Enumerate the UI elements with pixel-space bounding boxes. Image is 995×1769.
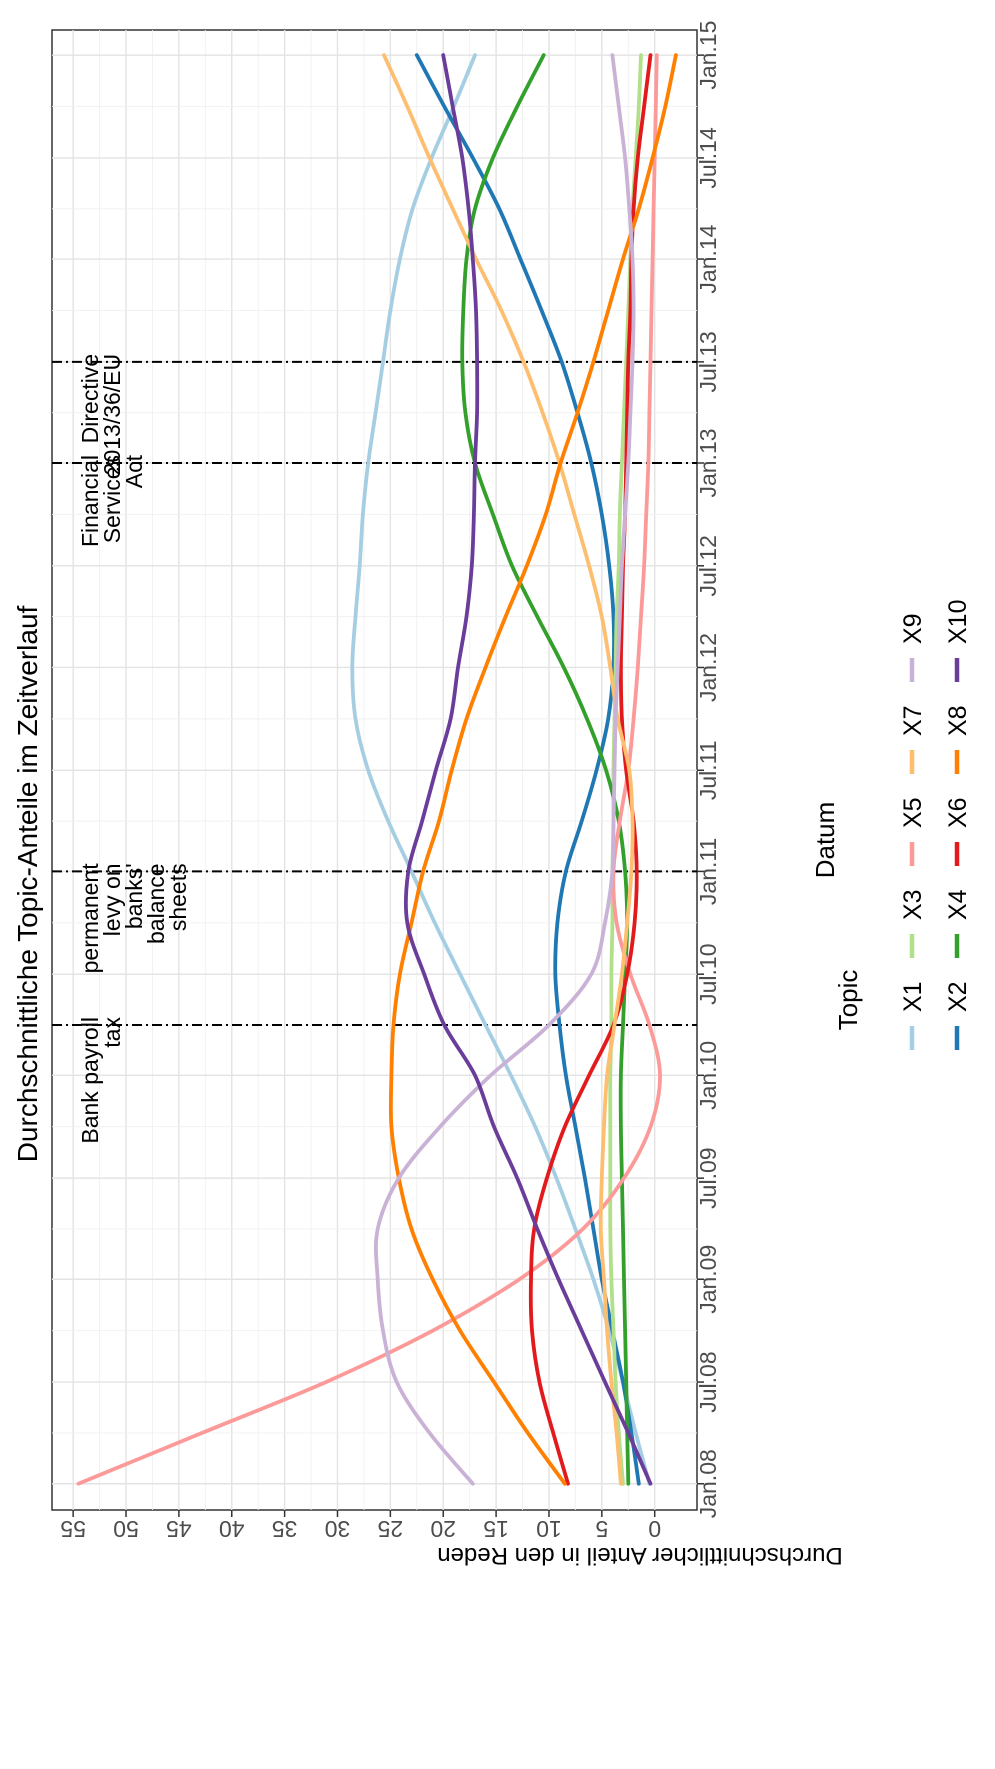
legend-label-x3: X3 <box>899 889 927 920</box>
y-tick-label: 0 <box>648 1516 661 1542</box>
x-tick-label: Jan.08 <box>695 1449 721 1518</box>
series-line-x1 <box>350 53 652 1486</box>
legend-label-x2: X2 <box>944 981 972 1012</box>
x-axis-title: Datum <box>810 802 840 879</box>
series-line-x8 <box>388 53 678 1486</box>
y-tick-label: 50 <box>113 1516 139 1542</box>
y-tick-label: 25 <box>378 1516 404 1542</box>
series-line-x9 <box>373 53 636 1486</box>
legend-label-x1: X1 <box>899 981 927 1012</box>
x-tick-label: Jul.12 <box>695 535 721 596</box>
series-lines <box>76 53 678 1486</box>
legend-label-x9: X9 <box>899 613 927 644</box>
x-tick-label: Jan.14 <box>695 224 721 293</box>
chart-title: Durchschnittliche Topic-Anteile im Zeitv… <box>12 605 43 1162</box>
legend-label-x5: X5 <box>899 797 927 828</box>
series-line-x10 <box>403 53 653 1486</box>
legend-title: Topic <box>833 970 863 1031</box>
series-line-x6 <box>528 53 653 1486</box>
y-tick-label: 15 <box>483 1516 509 1542</box>
legend-label-x4: X4 <box>944 889 972 920</box>
x-tick-label: Jan.11 <box>695 838 721 905</box>
y-tick-label: 40 <box>219 1516 245 1542</box>
x-tick-label: Jul.10 <box>695 944 721 1005</box>
event-label: Directive2013/36/EU <box>77 354 125 475</box>
event-markers: Bank payrolltax permanentlevy onbanks'bal… <box>52 354 697 1144</box>
series-line-x2 <box>414 53 641 1486</box>
x-tick-label: Jul.11 <box>695 740 721 800</box>
x-tick-label: Jan.12 <box>695 633 721 702</box>
series-line-x5 <box>76 53 662 1486</box>
x-tick-label: Jul.13 <box>695 331 721 392</box>
grid <box>52 30 697 1510</box>
x-tick-label: Jul.09 <box>695 1147 721 1208</box>
x-tick-label: Jul.08 <box>695 1351 721 1412</box>
y-tick-label: 35 <box>272 1516 298 1542</box>
event-label: Bank payrolltax <box>77 1017 125 1144</box>
y-tick-label: 10 <box>536 1516 562 1542</box>
legend-label-x6: X6 <box>944 797 972 828</box>
legend-label-x10: X10 <box>944 600 972 644</box>
event-label: permanentlevy onbanks'balancesheets <box>77 863 191 974</box>
y-tick-label: 45 <box>166 1516 192 1542</box>
y-tick-label: 55 <box>60 1516 86 1542</box>
x-tick-label: Jan.13 <box>695 428 721 497</box>
legend-label-x7: X7 <box>899 705 927 736</box>
x-axis-ticks: Jan.08 Jul.08 Jan.09 Jul.09 Jan.10 Jul.10 Jan.… <box>695 21 721 1519</box>
x-tick-label: Jan.15 <box>695 21 721 90</box>
legend-label-x8: X8 <box>944 705 972 736</box>
y-axis-ticks: 0 5 10 15 20 25 30 35 40 45 50 55 <box>60 1510 661 1542</box>
y-axis-title: Durchschnittlicher Anteil in den Reden <box>437 1542 843 1569</box>
x-tick-label: Jan.10 <box>695 1041 721 1110</box>
series-line-x4 <box>460 53 631 1486</box>
y-tick-label: 5 <box>595 1516 608 1542</box>
legend: Topic X1 X2 X3 X4 X5 X6 X7 X8 X9 X10 <box>833 600 972 1050</box>
x-tick-label: Jul.14 <box>695 127 721 189</box>
x-tick-label: Jan.09 <box>695 1245 721 1314</box>
y-tick-label: 30 <box>325 1516 351 1542</box>
y-tick-label: 20 <box>430 1516 456 1542</box>
series-line-x7 <box>382 53 635 1486</box>
event-label: FinancialServicesAct <box>77 454 147 547</box>
